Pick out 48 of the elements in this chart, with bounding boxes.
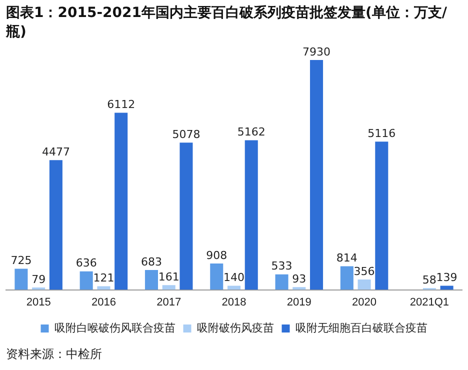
bar [375, 142, 388, 290]
data-label: 533 [271, 260, 292, 273]
bar [49, 160, 62, 290]
data-label: 161 [158, 270, 180, 284]
data-label: 79 [32, 272, 46, 286]
bar [227, 286, 241, 290]
data-label: 121 [93, 272, 114, 285]
data-label: 725 [10, 254, 32, 268]
data-label: 908 [206, 248, 228, 262]
legend-label: 吸附白喉破伤风联合疫苗 [54, 322, 176, 335]
data-label: 5116 [368, 126, 396, 140]
bar [114, 112, 128, 290]
bar [144, 270, 158, 290]
bar [340, 266, 354, 290]
data-label: 7930 [302, 45, 331, 58]
bar [358, 279, 371, 290]
text: 资料来源：中检所 [5, 346, 103, 363]
data-label: 5078 [172, 128, 200, 142]
data-label: 139 [436, 271, 458, 284]
x-tick-label: 2016 [91, 296, 116, 308]
legend-label: 吸附无细胞百白破联合疫苗 [295, 322, 428, 335]
chart-title: 图表1：2015-2021年国内主要百白破系列疫苗批签发量(单位：万支/瓶) [4, 4, 448, 42]
bar [210, 263, 224, 290]
bar [80, 271, 93, 290]
data-label: 683 [140, 255, 162, 268]
data-label: 636 [76, 256, 97, 270]
data-label: 356 [354, 264, 375, 278]
legend-label: 吸附破伤风疫苗 [196, 322, 274, 335]
data-label: 58 [422, 273, 436, 286]
x-tick-label: 2020 [352, 296, 377, 308]
bar [275, 274, 288, 290]
data-label: 814 [336, 252, 358, 265]
bar [310, 60, 324, 290]
x-tick-label: 2019 [286, 296, 312, 308]
bar [292, 287, 306, 290]
bar [162, 285, 176, 290]
data-label: 6112 [107, 98, 136, 112]
x-tick-label: 2017 [156, 296, 182, 308]
bar [14, 268, 28, 290]
x-tick-label: 2021Q1 [410, 296, 450, 308]
data-label: 93 [292, 272, 306, 286]
bar [244, 140, 258, 290]
x-tick-label: 2015 [26, 296, 51, 308]
data-label: 140 [224, 271, 244, 284]
data-label: 5162 [237, 126, 266, 139]
data-label: 4477 [42, 145, 70, 158]
bar [180, 142, 193, 290]
x-tick-label: 2018 [222, 296, 246, 308]
